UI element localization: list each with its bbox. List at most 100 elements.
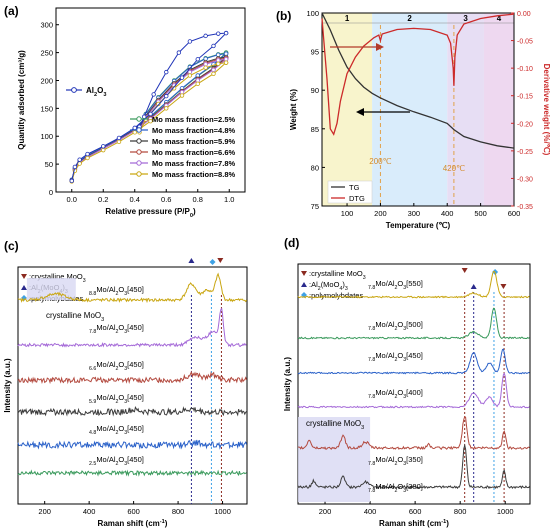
raman-spectrum-line bbox=[297, 415, 530, 451]
legend-moo3-marker bbox=[301, 271, 307, 276]
x-tick-label: 200 bbox=[38, 507, 51, 516]
isotherm-point bbox=[203, 65, 208, 70]
y-tick-label: 100 bbox=[306, 9, 319, 18]
tg-arrow-head bbox=[356, 108, 364, 116]
x-tick-label: 600 bbox=[127, 507, 140, 516]
legend-marker bbox=[136, 171, 142, 177]
y-tick-label: 50 bbox=[45, 160, 53, 169]
y-tick-label: 95 bbox=[311, 48, 319, 57]
isotherm-point bbox=[164, 106, 169, 111]
al2moo4-peak-marker bbox=[188, 258, 195, 263]
isotherm-point bbox=[195, 57, 200, 62]
moo3-peak-marker bbox=[217, 258, 224, 263]
legend-label: Mo mass fraction=2.5% bbox=[152, 115, 235, 124]
legend-label: Mo mass fraction=6.6% bbox=[152, 148, 235, 157]
spectrum-label: 7.8Mo/Al2O3[450] bbox=[89, 323, 144, 335]
isotherm-point bbox=[216, 31, 221, 36]
spectrum-label: 7.8Mo/Al2O3[400] bbox=[368, 388, 423, 400]
y-tick-label: 150 bbox=[40, 104, 53, 113]
legend-marker bbox=[136, 116, 142, 122]
panel-frame bbox=[297, 263, 531, 505]
panel-b-label: (b) bbox=[276, 9, 291, 23]
raman-spectrum-line bbox=[297, 307, 530, 340]
isotherm-point bbox=[211, 67, 216, 73]
spectrum-label: 7.8Mo/Al2O3[550] bbox=[368, 279, 423, 291]
isotherm-point bbox=[203, 33, 208, 39]
x-tick-label: 100 bbox=[341, 209, 354, 218]
spectrum-label: 7.8Mo/Al2O3[450] bbox=[368, 351, 423, 363]
panel-a-label: (a) bbox=[4, 4, 19, 18]
x-tick-label: 600 bbox=[508, 209, 521, 218]
x-tick-label: 400 bbox=[364, 507, 377, 516]
x-tick-label: 0.0 bbox=[67, 195, 77, 204]
legend-polymolybdates-marker bbox=[301, 292, 307, 298]
legend-moo3-label: :crystalline MoO3 bbox=[309, 269, 366, 281]
raman-spectrum-line bbox=[297, 270, 530, 299]
dtg-line bbox=[321, 13, 515, 136]
isotherm-point bbox=[69, 178, 74, 184]
legend-moo3-marker bbox=[21, 274, 27, 279]
spectrum-label: 6.6Mo/Al2O3[450] bbox=[89, 360, 144, 372]
raman-spectrum-line bbox=[17, 272, 248, 304]
x-tick-label: 300 bbox=[408, 209, 421, 218]
x-tick-label: 200 bbox=[319, 507, 332, 516]
isotherm-point bbox=[195, 81, 200, 87]
isotherm-point bbox=[85, 155, 90, 161]
zone-number: 1 bbox=[345, 14, 350, 23]
isotherm-point bbox=[179, 75, 185, 80]
raman-spectrum-line bbox=[297, 372, 530, 409]
y-tick-label: 300 bbox=[40, 21, 53, 30]
x-axis-label: Temperature (℃) bbox=[386, 221, 451, 230]
isotherm-point bbox=[223, 60, 229, 65]
temperature-zone bbox=[372, 13, 448, 206]
raman-spectrum-line bbox=[17, 439, 248, 450]
spectrum-label: 7.8Mo/Al2O3[300] bbox=[368, 482, 423, 494]
y2-tick-label: 0.00 bbox=[517, 11, 531, 18]
y-tick-label: 100 bbox=[40, 132, 53, 141]
zone-number: 3 bbox=[463, 14, 468, 23]
y-tick-label: 90 bbox=[311, 86, 319, 95]
raman-spectrum-line bbox=[297, 443, 530, 490]
isotherm-point bbox=[116, 139, 122, 145]
legend-label: Mo mass fraction=5.9% bbox=[152, 137, 235, 146]
x-tick-label: 400 bbox=[441, 209, 454, 218]
panel-b-frame bbox=[321, 12, 515, 207]
y2-tick-label: -0.25 bbox=[517, 149, 533, 156]
isotherm-desorption-line bbox=[139, 62, 227, 133]
x-tick-label: 1000 bbox=[214, 507, 231, 516]
y-tick-label: 0 bbox=[49, 188, 53, 197]
x-tick-label: 1000 bbox=[497, 507, 514, 516]
isotherm-point bbox=[187, 39, 193, 44]
legend-label: Mo mass fraction=8.8% bbox=[152, 170, 235, 179]
polymolybdate-peak-marker bbox=[209, 259, 216, 265]
y2-axis-label: Derivative weight (%/℃) bbox=[542, 64, 550, 156]
isotherm-point bbox=[141, 114, 147, 119]
isotherm-point bbox=[85, 151, 90, 157]
zone-number: 2 bbox=[407, 14, 412, 23]
legend-polymolybdates-label: :polymolybdates bbox=[309, 291, 363, 300]
y-tick-label: 75 bbox=[311, 202, 319, 211]
spectrum-label: 7.8Mo/Al2O3[350] bbox=[368, 455, 423, 467]
legend-dtg-label: DTG bbox=[349, 194, 365, 203]
legend-al2o3-marker bbox=[71, 87, 77, 93]
y-tick-label: 250 bbox=[40, 49, 53, 58]
y2-tick-label: -0.30 bbox=[517, 176, 533, 183]
x-tick-label: 0.2 bbox=[98, 195, 108, 204]
x-tick-label: 0.4 bbox=[130, 195, 140, 204]
isotherm-point bbox=[101, 147, 106, 153]
isotherm-point bbox=[72, 164, 78, 170]
y2-tick-label: -0.05 bbox=[517, 39, 533, 46]
isotherm-point bbox=[187, 73, 193, 78]
raman-spectrum-line bbox=[17, 370, 248, 385]
isotherm-point bbox=[151, 92, 156, 97]
raman-spectrum-line bbox=[17, 307, 247, 348]
legend-moo3-label: :crystalline MoO3 bbox=[29, 272, 86, 284]
panel-frame bbox=[17, 266, 248, 505]
legend-al2moo4-label: :Al2(MoO4)3 bbox=[309, 280, 348, 292]
x-tick-label: 200 bbox=[374, 209, 387, 218]
x-tick-label: 400 bbox=[83, 507, 96, 516]
y2-tick-label: -0.35 bbox=[517, 204, 533, 211]
y-tick-label: 80 bbox=[311, 163, 319, 172]
isotherm-point bbox=[148, 111, 153, 117]
